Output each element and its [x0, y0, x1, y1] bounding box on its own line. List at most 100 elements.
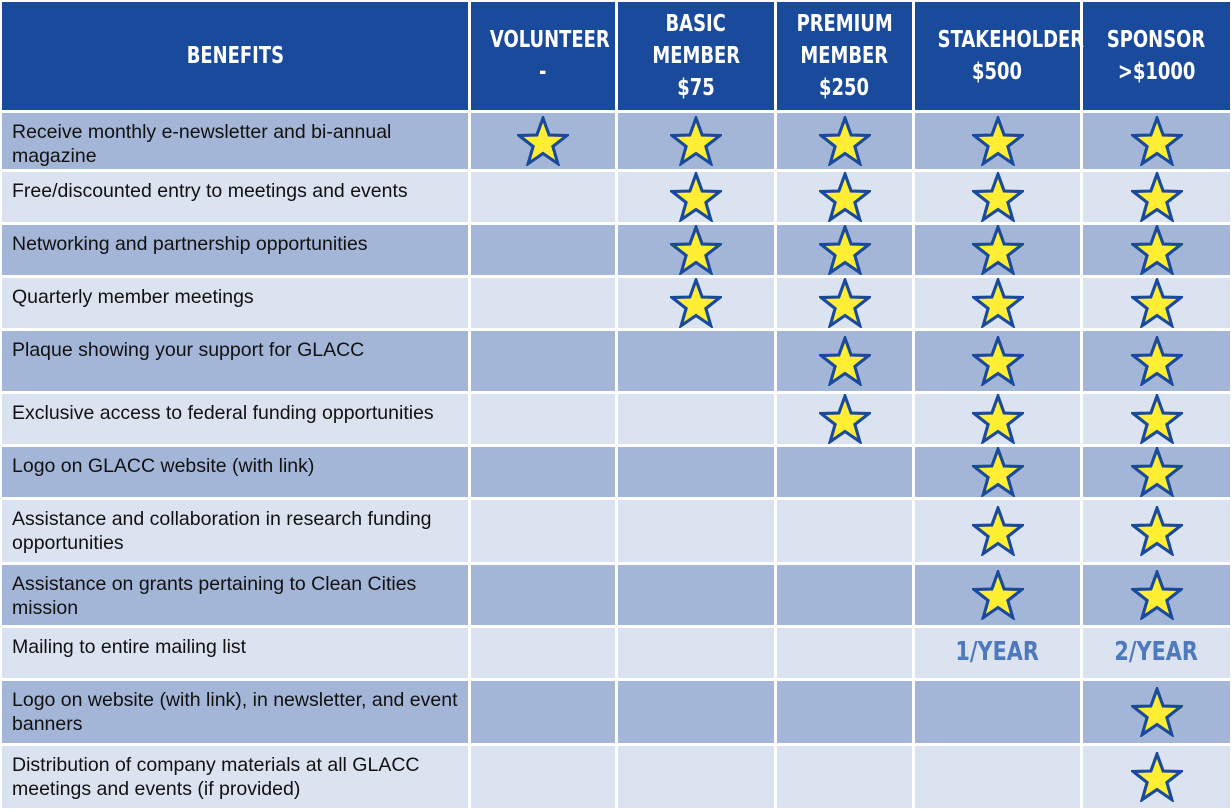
mailing-frequency: 2/YEAR	[1114, 637, 1199, 667]
star-icon	[971, 172, 1024, 222]
header-volunteer: VOLUNTEER -	[471, 2, 615, 110]
cell-volunteer	[471, 500, 615, 562]
cell-sponsor	[1083, 394, 1230, 444]
benefit-label: Assistance and collaboration in research…	[2, 500, 468, 562]
cell-basic-member	[618, 331, 774, 391]
table-row: Logo on GLACC website (with link)	[2, 447, 1230, 497]
cell-basic-member	[618, 172, 774, 222]
cell-sponsor	[1083, 113, 1230, 169]
cell-sponsor	[1083, 172, 1230, 222]
cell-sponsor	[1083, 331, 1230, 391]
table-row: Plaque showing your support for GLACC	[2, 331, 1230, 391]
cell-stakeholder	[915, 172, 1080, 222]
cell-volunteer	[471, 331, 615, 391]
star-icon	[1130, 278, 1183, 328]
benefit-label: Logo on website (with link), in newslett…	[2, 681, 468, 743]
cell-stakeholder	[915, 447, 1080, 497]
benefit-label: Exclusive access to federal funding oppo…	[2, 394, 468, 444]
header-sponsor: SPONSOR >$1000	[1083, 2, 1230, 110]
cell-stakeholder	[915, 565, 1080, 625]
star-icon	[1130, 225, 1183, 275]
cell-basic-member	[618, 113, 774, 169]
table-row: Receive monthly e-newsletter and bi-annu…	[2, 113, 1230, 169]
star-icon	[1130, 752, 1183, 802]
cell-premium-member	[777, 394, 912, 444]
cell-premium-member	[777, 172, 912, 222]
cell-premium-member	[777, 500, 912, 562]
star-icon	[670, 116, 722, 166]
star-icon	[670, 278, 722, 328]
cell-stakeholder	[915, 225, 1080, 275]
cell-volunteer	[471, 113, 615, 169]
table-row: Free/discounted entry to meetings and ev…	[2, 172, 1230, 222]
benefit-label: Receive monthly e-newsletter and bi-annu…	[2, 113, 468, 169]
header-stakeholder: STAKEHOLDER $500	[915, 2, 1084, 110]
benefit-label: Free/discounted entry to meetings and ev…	[2, 172, 468, 222]
table-row: Assistance on grants pertaining to Clean…	[2, 565, 1230, 625]
cell-stakeholder	[915, 113, 1080, 169]
star-icon	[971, 570, 1024, 620]
cell-stakeholder	[915, 394, 1080, 444]
cell-premium-member	[777, 447, 912, 497]
table-row: Logo on website (with link), in newslett…	[2, 681, 1230, 743]
mailing-frequency: 1/YEAR	[955, 637, 1040, 667]
star-icon	[971, 447, 1024, 497]
cell-sponsor: 2/YEAR	[1083, 628, 1230, 678]
cell-stakeholder	[915, 500, 1080, 562]
star-icon	[971, 278, 1024, 328]
star-icon	[971, 506, 1024, 556]
cell-premium-member	[777, 278, 912, 328]
cell-sponsor	[1083, 746, 1230, 808]
cell-premium-member	[777, 225, 912, 275]
cell-volunteer	[471, 278, 615, 328]
cell-volunteer	[471, 172, 615, 222]
table-row: Quarterly member meetings	[2, 278, 1230, 328]
cell-premium-member	[777, 681, 912, 743]
cell-premium-member	[777, 113, 912, 169]
cell-volunteer	[471, 681, 615, 743]
cell-basic-member	[618, 278, 774, 328]
cell-stakeholder	[915, 746, 1080, 808]
cell-basic-member	[618, 394, 774, 444]
cell-sponsor	[1083, 565, 1230, 625]
star-icon	[1130, 116, 1183, 166]
star-icon	[1130, 394, 1183, 444]
cell-sponsor	[1083, 278, 1230, 328]
cell-sponsor	[1083, 447, 1230, 497]
cell-sponsor	[1083, 500, 1230, 562]
header-basic-member: BASIC MEMBER $75	[618, 2, 774, 110]
star-icon	[1130, 336, 1183, 386]
cell-volunteer	[471, 447, 615, 497]
cell-basic-member	[618, 225, 774, 275]
star-icon	[971, 225, 1024, 275]
table-row: Distribution of company materials at all…	[2, 746, 1230, 808]
cell-basic-member	[618, 500, 774, 562]
benefit-label: Networking and partnership opportunities	[2, 225, 468, 275]
cell-volunteer	[471, 225, 615, 275]
star-icon	[818, 278, 871, 328]
cell-premium-member	[777, 565, 912, 625]
table-row: Networking and partnership opportunities	[2, 225, 1230, 275]
header-premium-member: PREMIUM MEMBER $250	[777, 2, 912, 110]
benefit-label: Quarterly member meetings	[2, 278, 468, 328]
table-row: Assistance and collaboration in research…	[2, 500, 1230, 562]
benefit-label: Logo on GLACC website (with link)	[2, 447, 468, 497]
star-icon	[971, 394, 1024, 444]
star-icon	[818, 225, 871, 275]
cell-premium-member	[777, 628, 912, 678]
cell-stakeholder: 1/YEAR	[915, 628, 1080, 678]
star-icon	[818, 336, 871, 386]
cell-basic-member	[618, 628, 774, 678]
cell-basic-member	[618, 565, 774, 625]
cell-stakeholder	[915, 278, 1080, 328]
cell-volunteer	[471, 394, 615, 444]
benefit-label: Assistance on grants pertaining to Clean…	[2, 565, 468, 625]
table-row: Exclusive access to federal funding oppo…	[2, 394, 1230, 444]
star-icon	[1130, 172, 1183, 222]
cell-sponsor	[1083, 681, 1230, 743]
star-icon	[670, 225, 722, 275]
cell-volunteer	[471, 628, 615, 678]
benefit-label: Plaque showing your support for GLACC	[2, 331, 468, 391]
cell-volunteer	[471, 746, 615, 808]
